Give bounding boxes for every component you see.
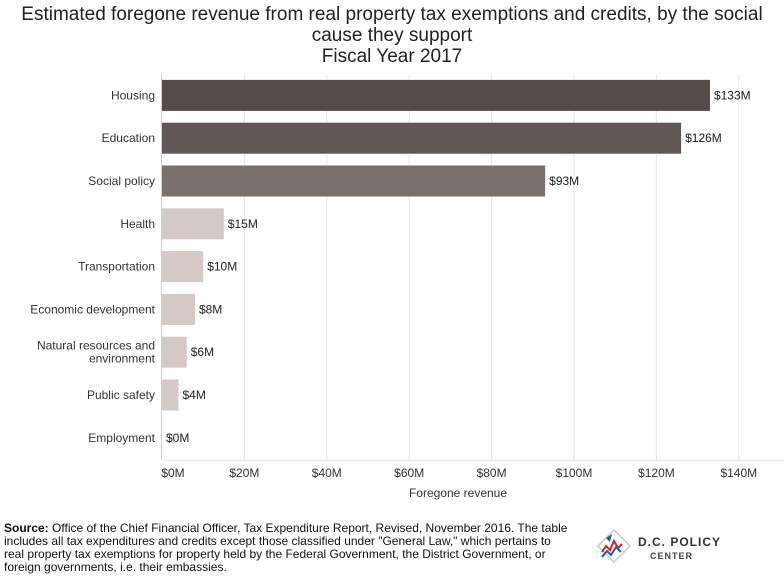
bar [162, 208, 224, 240]
category-label: Education [102, 131, 155, 145]
bar [162, 79, 710, 111]
bar [162, 336, 187, 368]
chart-title-line-2: cause they support [311, 25, 473, 46]
x-tick-label: $20M [229, 466, 259, 480]
bar [162, 251, 204, 283]
category-label: Public safety [87, 388, 155, 402]
dc-map-icon [596, 528, 632, 564]
category-label: Health [120, 217, 155, 231]
x-tick-labels: $0M $20M $40M $60M $80M $100M $120M $140M [161, 466, 757, 480]
category-label: Employment [88, 431, 155, 445]
x-axis-label: Foregone revenue [409, 486, 507, 500]
bar [162, 122, 682, 154]
category-label: Economic development [30, 302, 155, 316]
x-tick-label: $40M [312, 466, 342, 480]
chart-title-line-1: Estimated foregone revenue from real pro… [21, 4, 763, 25]
source-note: Source: Office of the Chief Financial Of… [4, 522, 570, 574]
bar [162, 379, 179, 411]
bars [162, 79, 710, 411]
x-tick-label: $100M [556, 466, 593, 480]
chart-title-line-3: Fiscal Year 2017 [321, 46, 463, 67]
value-label: $8M [199, 302, 222, 316]
category-label: Transportation [78, 260, 155, 274]
category-labels: Housing Education Social policy Health Trans… [30, 88, 155, 444]
value-label: $126M [685, 131, 722, 145]
value-label: $133M [714, 88, 751, 102]
source-text: Office of the Chief Financial Officer, T… [4, 521, 568, 574]
x-tick-label: $140M [720, 466, 757, 480]
value-label: $93M [549, 174, 579, 188]
value-label: $6M [191, 345, 214, 359]
dc-policy-center-logo: D.C. POLICY CENTER [594, 526, 784, 580]
x-tick-label: $60M [394, 466, 424, 480]
x-tick-label: $0M [161, 466, 184, 480]
value-labels: $133M $126M $93M $15M $10M $8M $6M $4M $0M [166, 88, 751, 444]
value-label: $10M [207, 260, 237, 274]
category-label: environment [89, 352, 156, 366]
chart-title: Estimated foregone revenue from real pro… [0, 4, 784, 67]
category-label: Natural resources and [37, 339, 155, 353]
value-label: $15M [228, 217, 258, 231]
source-label: Source: [4, 521, 49, 535]
logo-line-1: D.C. POLICY [638, 535, 722, 549]
bar [162, 165, 546, 197]
x-tick-label: $80M [477, 466, 507, 480]
value-label: $0M [166, 431, 189, 445]
logo-line-2: CENTER [650, 551, 694, 561]
category-label: Housing [111, 88, 155, 102]
bar-chart: Housing Education Social policy Health Trans… [30, 74, 784, 500]
bar [162, 293, 195, 325]
category-label: Social policy [88, 174, 155, 188]
value-label: $4M [182, 388, 205, 402]
x-tick-label: $120M [638, 466, 675, 480]
